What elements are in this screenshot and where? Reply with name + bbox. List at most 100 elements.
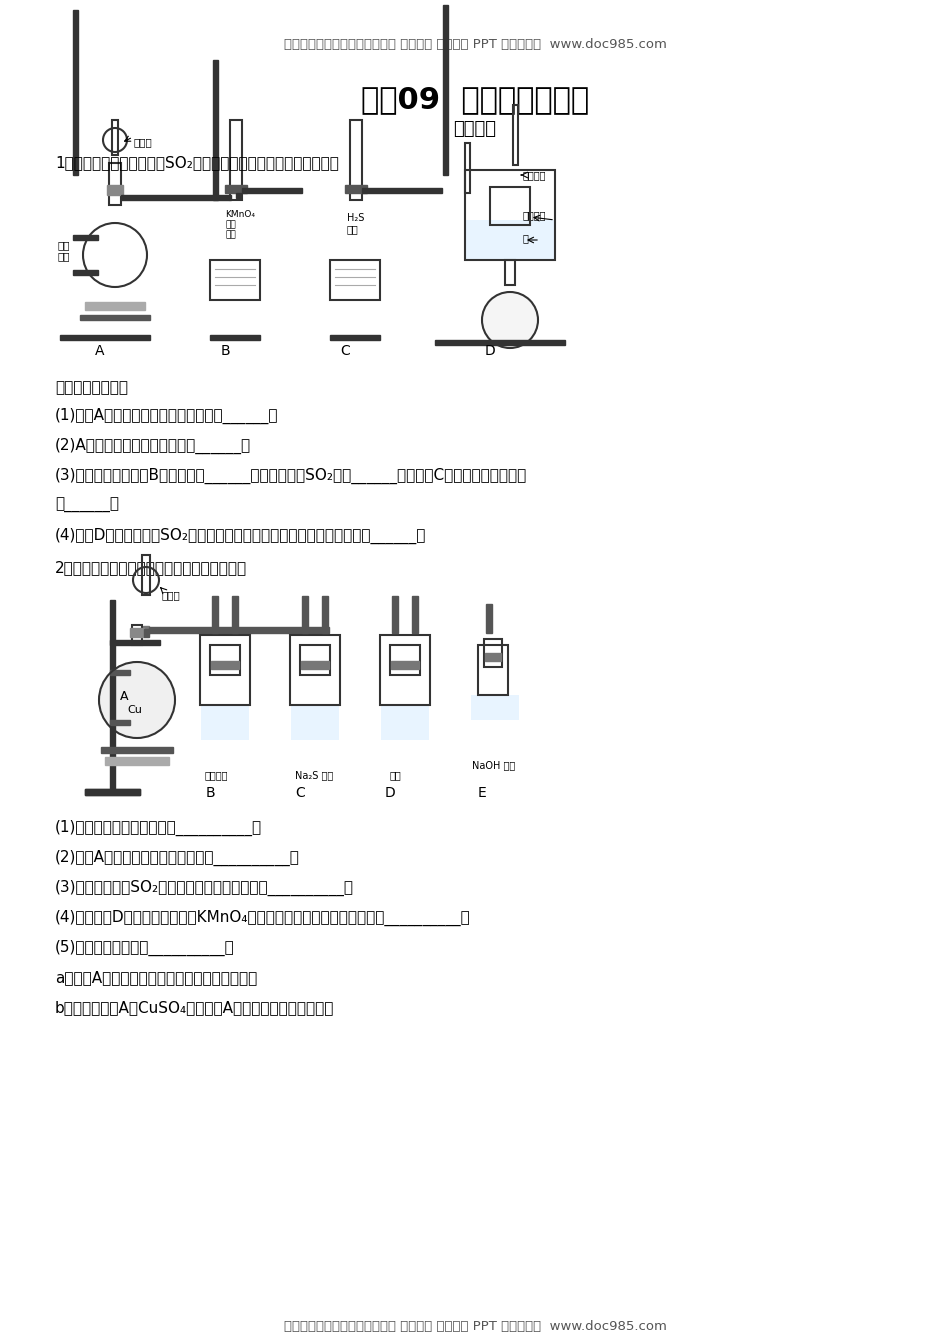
Text: (1)装置A中盛放亚硫酸钠的仪器名称是______。: (1)装置A中盛放亚硫酸钠的仪器名称是______。 (55, 409, 278, 425)
Text: 为______。: 为______。 (55, 499, 119, 513)
Bar (143, 626, 149, 634)
Text: C: C (295, 786, 305, 800)
Bar (435, 340, 565, 345)
Bar (110, 671, 130, 675)
Bar (322, 595, 328, 633)
Bar (85, 789, 140, 796)
Text: 亚硫
酸钠: 亚硫 酸钠 (58, 241, 70, 262)
Text: (5)下列叙述正确的是__________。: (5)下列叙述正确的是__________。 (55, 939, 235, 956)
Text: Na₂S 溶液: Na₂S 溶液 (295, 770, 333, 780)
Bar (73, 235, 98, 241)
Text: a．装置A中反应说明浓硫酸具有酸性和强氧化性: a．装置A中反应说明浓硫酸具有酸性和强氧化性 (55, 970, 257, 985)
Bar (112, 120, 118, 155)
Text: D: D (385, 786, 395, 800)
Bar (330, 335, 380, 340)
Bar (73, 9, 78, 175)
Text: 品红溶液: 品红溶液 (523, 210, 546, 220)
Bar (291, 706, 339, 741)
Bar (210, 259, 260, 300)
Bar (107, 185, 123, 195)
Bar (242, 188, 302, 194)
Bar (471, 695, 519, 720)
Bar (381, 706, 429, 741)
Bar (390, 645, 420, 675)
Text: 浓硫酸: 浓硫酸 (162, 590, 180, 599)
Bar (105, 757, 169, 765)
Text: 小学、初中、高中各种试卷真题 知识归纳 文案合同 PPT 等免费下载  www.doc985.com: 小学、初中、高中各种试卷真题 知识归纳 文案合同 PPT 等免费下载 www.d… (283, 1320, 667, 1333)
Bar (290, 634, 340, 706)
Bar (85, 302, 145, 310)
Bar (211, 661, 239, 669)
Text: 水: 水 (523, 233, 529, 243)
Bar (101, 747, 173, 753)
Text: 浓硫酸: 浓硫酸 (133, 137, 152, 146)
Bar (301, 661, 329, 669)
Text: (4)若将装置D中的氯水换为酸性KMnO₄溶液，则发生反应的离子方程式为__________；: (4)若将装置D中的氯水换为酸性KMnO₄溶液，则发生反应的离子方程式为____… (55, 910, 471, 926)
Bar (142, 555, 150, 595)
Text: NaOH 溶液: NaOH 溶液 (472, 759, 515, 770)
Bar (80, 314, 150, 320)
Text: 尾气处理: 尾气处理 (523, 169, 546, 180)
Bar (465, 169, 555, 259)
Bar (485, 653, 501, 661)
Bar (110, 599, 115, 790)
Text: (2)装置A中发生反应的化学方程式为__________；: (2)装置A中发生反应的化学方程式为__________； (55, 849, 300, 866)
Bar (130, 628, 144, 637)
Text: b．为确认装置A中CuSO₄生成，向A中加水，观察溶液的颜色: b．为确认装置A中CuSO₄生成，向A中加水，观察溶液的颜色 (55, 1000, 334, 1015)
Bar (391, 661, 419, 669)
Bar (350, 120, 362, 200)
Bar (110, 720, 130, 724)
Text: (1)盛装浓硫酸仪器的名称是__________；: (1)盛装浓硫酸仪器的名称是__________； (55, 820, 262, 836)
Bar (484, 638, 502, 667)
Bar (210, 645, 240, 675)
Bar (236, 194, 241, 198)
Bar (109, 163, 121, 206)
Text: 请回答下列问题：: 请回答下列问题： (55, 380, 128, 395)
Bar (465, 142, 470, 194)
Text: (4)装置D的目的是探究SO₂与品红作用的可逆性，请写出实验操作及现象______。: (4)装置D的目的是探究SO₂与品红作用的可逆性，请写出实验操作及现象_____… (55, 528, 427, 544)
Bar (60, 335, 150, 340)
Bar (73, 270, 98, 276)
Bar (490, 187, 530, 224)
Bar (443, 5, 448, 175)
Bar (505, 259, 515, 285)
Text: D: D (484, 344, 495, 358)
Bar (345, 185, 367, 194)
Bar (330, 259, 380, 300)
Bar (232, 595, 238, 633)
Text: B: B (205, 786, 215, 800)
Text: C: C (340, 344, 350, 358)
Bar (230, 120, 242, 200)
Circle shape (482, 292, 538, 348)
Bar (210, 335, 260, 340)
Bar (213, 60, 218, 200)
Bar (225, 185, 247, 194)
Bar (392, 595, 398, 633)
Bar (300, 645, 330, 675)
Bar (478, 645, 508, 695)
Bar (212, 595, 218, 633)
Text: 小学、初中、高中各种试卷真题 知识归纳 文案合同 PPT 等免费下载  www.doc985.com: 小学、初中、高中各种试卷真题 知识归纳 文案合同 PPT 等免费下载 www.d… (283, 38, 667, 51)
Text: 专项训练: 专项训练 (453, 120, 497, 138)
Text: KMnO₄
酸性
溶液: KMnO₄ 酸性 溶液 (225, 210, 255, 239)
Text: 氯水: 氯水 (390, 770, 402, 780)
Bar (362, 188, 442, 194)
Bar (144, 629, 149, 637)
Text: H₂S
溶液: H₂S 溶液 (347, 212, 365, 235)
Bar (466, 220, 554, 259)
Bar (110, 640, 160, 645)
Bar (486, 603, 492, 633)
Bar (200, 634, 250, 706)
Bar (201, 706, 249, 741)
Text: B: B (220, 344, 230, 358)
Bar (412, 595, 418, 633)
Bar (380, 634, 430, 706)
Bar (121, 195, 231, 200)
Text: E: E (478, 786, 486, 800)
Bar (132, 625, 142, 645)
Text: A: A (120, 689, 128, 703)
Text: (3)上述实验体现SO₂的性质有漂白性、氧化性和__________；: (3)上述实验体现SO₂的性质有漂白性、氧化性和__________； (55, 880, 354, 896)
Text: Cu: Cu (127, 706, 142, 715)
Bar (85, 789, 140, 796)
Text: 品红溶液: 品红溶液 (205, 770, 229, 780)
